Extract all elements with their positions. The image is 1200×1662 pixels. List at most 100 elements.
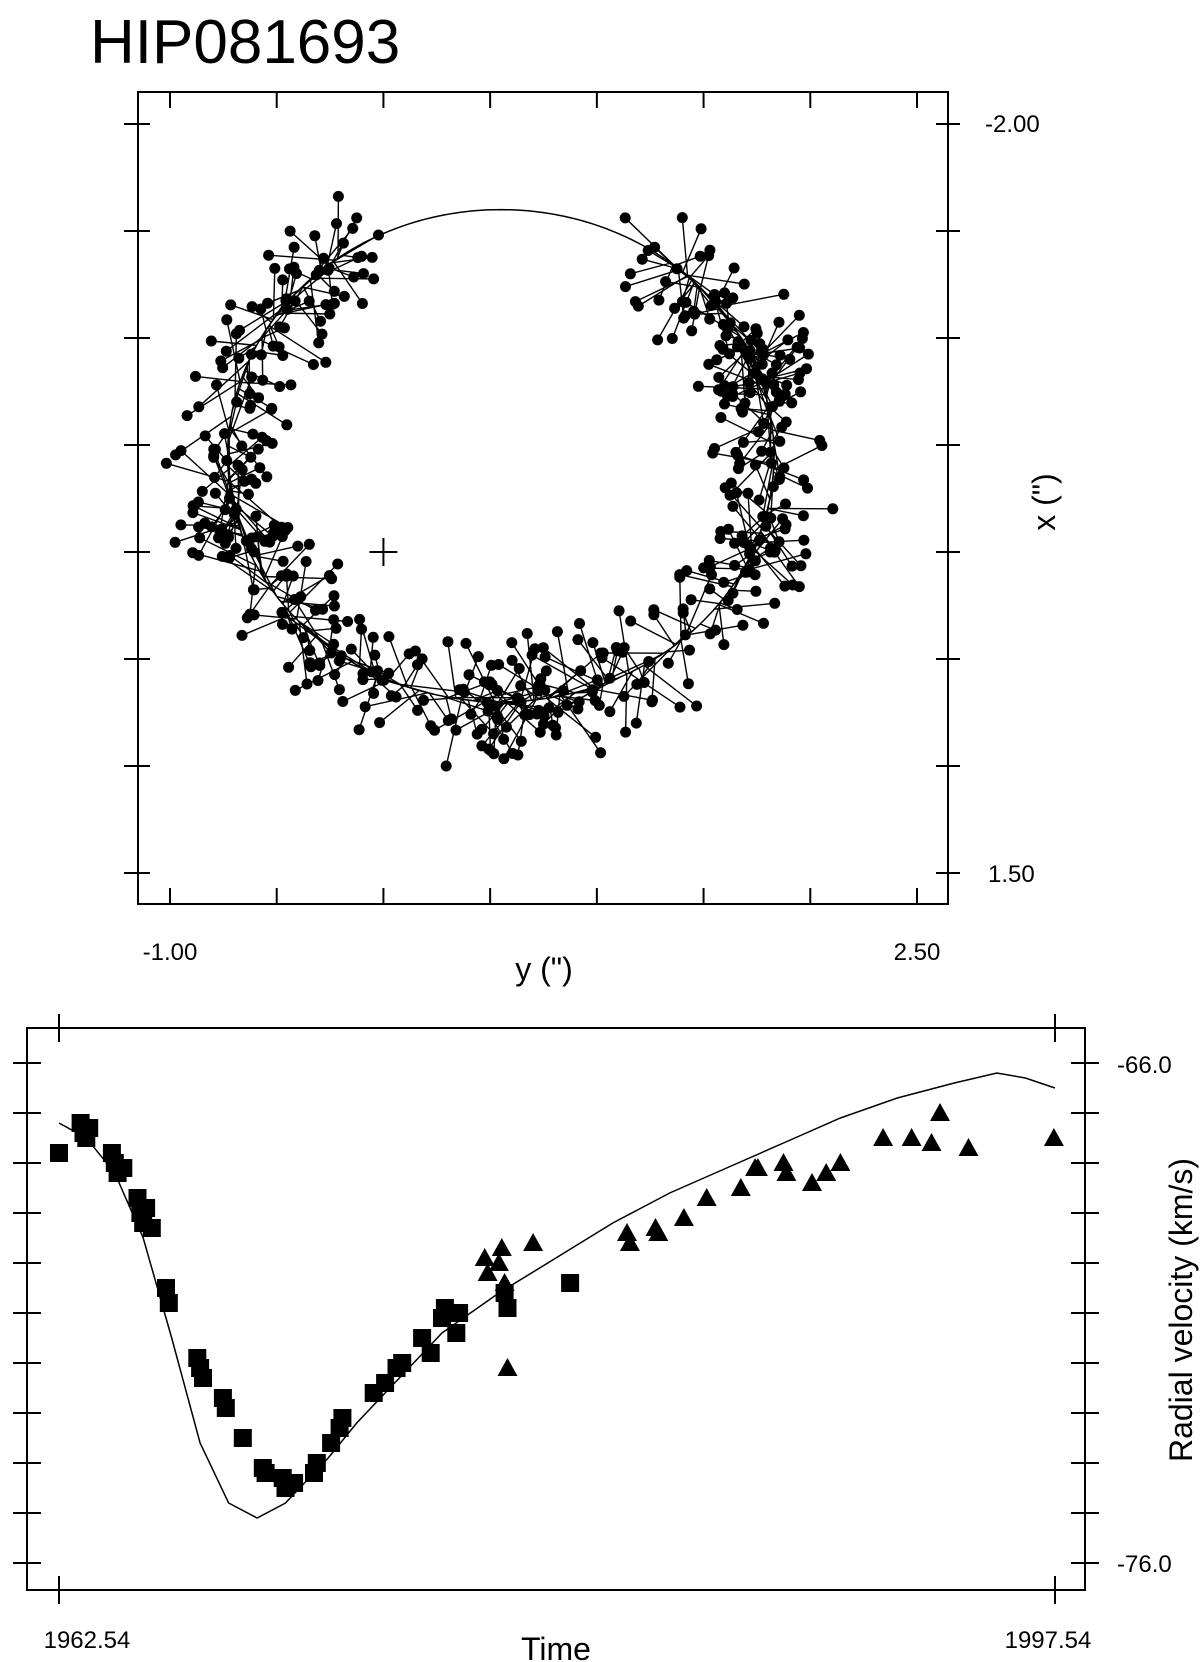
orbit-residual-line xyxy=(686,274,745,285)
orbit-observation-point xyxy=(460,637,472,649)
orbit-observation-point xyxy=(684,644,695,656)
orbit-observation-point xyxy=(636,253,648,265)
orbit-observation-point xyxy=(230,328,242,340)
rv-square-marker xyxy=(256,1464,275,1482)
orbit-residual-line xyxy=(643,664,698,707)
orbit-observation-point xyxy=(767,481,779,493)
rv-square-marker xyxy=(307,1454,326,1472)
rv-square-marker xyxy=(233,1429,252,1447)
orbit-observation-point xyxy=(552,706,564,718)
orbit-observation-point xyxy=(751,327,763,339)
orbit-residual-line xyxy=(461,698,495,735)
orbit-observation-point xyxy=(719,287,730,299)
rv-triangle-marker xyxy=(830,1153,851,1171)
orbit-observation-point xyxy=(521,628,533,639)
rv-square-marker xyxy=(80,1119,99,1137)
orbit-observation-point xyxy=(744,387,756,399)
orbit-observation-point xyxy=(662,657,674,669)
orbit-observation-point xyxy=(782,334,794,346)
orbit-observation-point xyxy=(356,623,367,635)
orbit-residual-line xyxy=(298,621,308,685)
orbit-observation-point xyxy=(529,643,541,655)
orbit-observation-point xyxy=(301,678,313,690)
orbit-observation-point xyxy=(681,565,693,577)
rv-model-curve xyxy=(58,1072,1056,1519)
orbit-observation-point xyxy=(750,585,762,597)
rv-ticks xyxy=(13,1014,1099,1604)
orbit-residual-line xyxy=(358,629,363,667)
orbit-observation-point xyxy=(722,523,734,535)
orbit-observation-point xyxy=(653,294,665,306)
orbit-observation-point xyxy=(491,710,503,722)
orbit-observation-point xyxy=(796,333,808,344)
rv-triangle-marker xyxy=(747,1158,768,1176)
orbit-residual-line xyxy=(236,392,288,426)
orbit-observation-point xyxy=(643,656,655,667)
orbit-observation-point xyxy=(729,537,741,549)
orbit-residual-line xyxy=(628,672,681,708)
rv-triangle-marker xyxy=(921,1133,942,1151)
orbit-observation-point xyxy=(506,637,518,649)
orbit-observation-point xyxy=(794,342,806,354)
orbit-residual-line xyxy=(198,360,249,408)
orbit-observation-point xyxy=(300,556,312,567)
orbit-observation-point xyxy=(282,522,294,533)
orbit-observation-point xyxy=(718,639,730,651)
orbit-observation-point xyxy=(781,379,793,391)
orbit-observation-point xyxy=(281,419,293,431)
orbit-observation-point xyxy=(297,632,309,644)
orbit-observation-point xyxy=(304,645,316,656)
orbit-observation-point xyxy=(287,570,299,582)
orbit-observation-point xyxy=(703,554,715,566)
orbit-y-tick-label-top: -2.00 xyxy=(985,111,1040,138)
orbit-observation-point xyxy=(710,296,722,308)
orbit-residual-line xyxy=(228,480,282,528)
orbit-observation-point xyxy=(261,471,273,483)
rv-triangle-marker xyxy=(648,1223,669,1241)
orbit-observation-point xyxy=(669,302,681,314)
orbit-observation-point xyxy=(793,374,804,386)
orbit-observation-point xyxy=(744,564,755,576)
primary-star-marker xyxy=(369,538,398,566)
orbit-observation-point xyxy=(774,435,786,447)
orbit-observation-point xyxy=(342,616,354,627)
orbit-observation-point xyxy=(209,487,221,499)
orbit-observation-point xyxy=(743,377,755,389)
orbit-observation-point xyxy=(354,613,366,625)
orbit-residual-line xyxy=(268,543,310,587)
orbit-observation-point xyxy=(595,747,607,759)
rv-square-marker xyxy=(333,1409,352,1427)
orbit-observation-point xyxy=(798,534,810,546)
orbit-observation-point xyxy=(313,337,325,349)
rv-y-tick-label-bottom: -76.0 xyxy=(1117,1551,1172,1578)
orbit-observation-point xyxy=(320,299,332,311)
orbit-observation-point xyxy=(801,363,812,375)
orbit-observation-point xyxy=(676,296,688,308)
orbit-observation-point xyxy=(793,581,805,593)
orbit-observation-point xyxy=(765,457,777,469)
orbit-observation-point xyxy=(245,348,257,360)
orbit-observation-point xyxy=(587,637,599,649)
orbit-residual-line xyxy=(577,639,611,682)
orbit-observation-point xyxy=(802,348,814,360)
orbit-observation-point xyxy=(263,249,275,261)
orbit-residual-line xyxy=(651,658,656,702)
orbit-residual-line xyxy=(720,416,775,445)
orbit-observation-point xyxy=(348,271,360,283)
orbit-observation-point xyxy=(246,473,258,485)
orbit-residual-line xyxy=(227,436,263,468)
rv-triangle-marker xyxy=(488,1253,509,1271)
orbit-observation-point xyxy=(515,735,527,747)
orbit-observation-point xyxy=(457,683,469,695)
rv-triangle-marker xyxy=(930,1103,950,1121)
orbit-observation-point xyxy=(208,443,220,455)
orbit-observation-point xyxy=(472,651,484,663)
orbit-residual-line xyxy=(180,450,232,498)
orbit-observation-point xyxy=(780,519,792,531)
orbit-observation-point xyxy=(332,190,344,202)
orbit-observation-point xyxy=(572,634,584,646)
rv-y-axis-label: Radial velocity (km/s) xyxy=(1163,1158,1199,1462)
orbit-observation-point xyxy=(519,709,531,721)
orbit-observation-point xyxy=(269,262,281,274)
orbit-residual-line xyxy=(228,408,272,435)
